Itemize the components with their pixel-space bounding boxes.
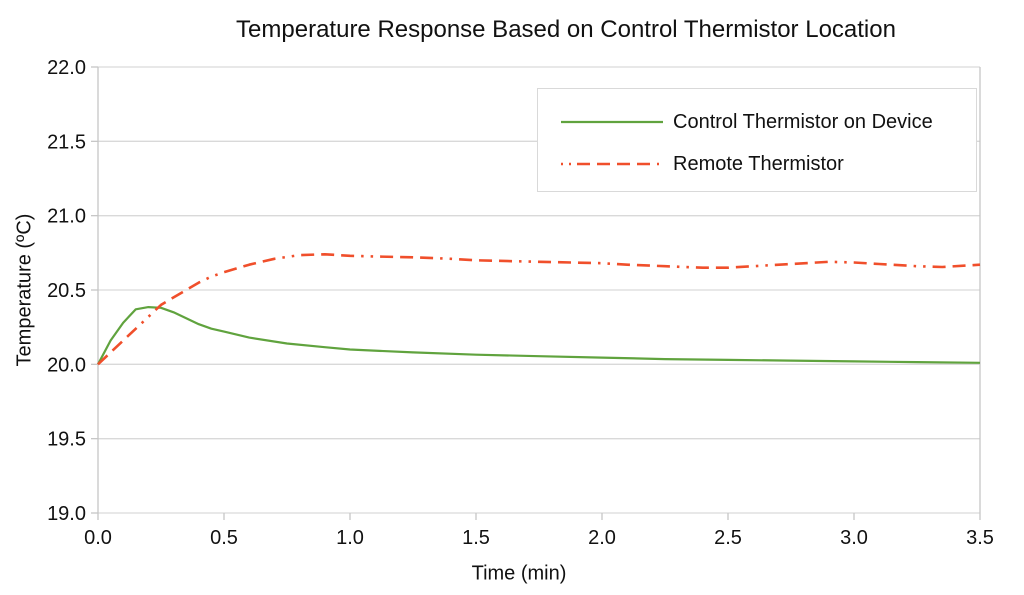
series-line-control-thermistor: [97, 306, 981, 365]
chart-title: Temperature Response Based on Control Th…: [236, 16, 896, 43]
y-tick-label: 19.5: [47, 429, 86, 451]
series-line-remote-thermistor: [97, 253, 981, 366]
y-tick-label: 21.0: [47, 206, 86, 228]
y-tick-label: 22.0: [47, 57, 86, 79]
legend-item-control-thermistor: Control Thermistor on Device: [538, 101, 976, 143]
legend-label-control-thermistor: Control Thermistor on Device: [673, 110, 933, 133]
legend-item-remote-thermistor: Remote Thermistor: [538, 143, 976, 185]
x-tick-label: 2.0: [588, 527, 616, 549]
y-axis-title: Temperature (ºC): [13, 213, 36, 367]
dash-dot-red-line-swatch: [561, 162, 663, 166]
y-tick-label: 20.5: [47, 280, 86, 302]
x-tick-label: 1.0: [336, 527, 364, 549]
x-tick-label: 3.5: [966, 527, 994, 549]
x-tick-label: 2.5: [714, 527, 742, 549]
legend: Control Thermistor on Device Remote Ther…: [537, 88, 977, 192]
x-tick-label: 0.0: [84, 527, 112, 549]
x-axis-title: Time (min): [471, 562, 567, 585]
y-tick-label: 21.5: [47, 131, 86, 153]
x-tick-label: 3.0: [840, 527, 868, 549]
legend-label-remote-thermistor: Remote Thermistor: [673, 152, 844, 175]
x-tick-label: 1.5: [462, 527, 490, 549]
solid-green-line-swatch: [561, 120, 663, 124]
y-tick-label: 20.0: [47, 354, 86, 376]
x-tick-label: 0.5: [210, 527, 238, 549]
y-tick-label: 19.0: [47, 503, 86, 525]
